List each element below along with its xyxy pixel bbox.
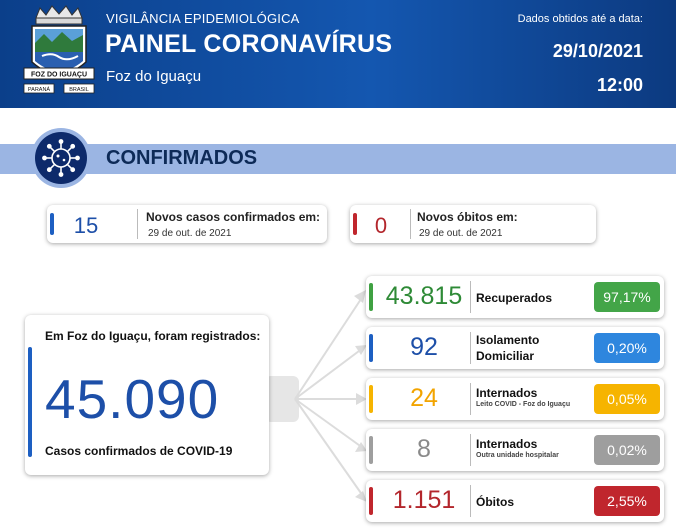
home-isolation-card: 92 Isolamento Domiciliar 0,20% [366, 327, 664, 369]
hospitalized-other-sublabel: Outra unidade hospitalar [476, 452, 559, 459]
accent-bar [369, 487, 373, 515]
recovered-card: 43.815 Recuperados 97,17% [366, 276, 664, 318]
new-cases-label: Novos casos confirmados em: [146, 210, 321, 224]
connector-arrows [265, 290, 367, 502]
hospitalized-covid-card: 24 Internados Leito COVID - Foz do Iguaç… [366, 378, 664, 420]
divider [470, 485, 471, 517]
update-date: 29/10/2021 [552, 41, 643, 61]
deaths-label: Óbitos [476, 495, 514, 509]
home-isolation-value: 92 [410, 333, 438, 361]
deaths-value: 1.151 [392, 486, 456, 514]
home-isolation-label-line2: Domiciliar [476, 349, 535, 363]
recovered-label: Recuperados [476, 291, 553, 305]
logo-banner-text: FOZ DO IGUAÇU [31, 72, 87, 79]
accent-bar [369, 283, 373, 311]
new-deaths-date: 29 de out. de 2021 [419, 228, 503, 239]
new-deaths-value: 0 [374, 213, 388, 238]
hospitalized-other-label: Internados [476, 437, 538, 451]
new-deaths-accent-bar [353, 213, 357, 235]
deaths-card: 1.151 Óbitos 2,55% [366, 480, 664, 522]
divider [410, 209, 411, 239]
date-label: Dados obtidos até a data: [517, 13, 643, 25]
section-bar [0, 144, 676, 174]
divider [137, 209, 138, 239]
home-isolation-label: Isolamento [476, 333, 540, 347]
divider [470, 434, 471, 466]
hospitalized-covid-sublabel: Leito COVID - Foz do Iguaçu [476, 401, 571, 408]
hospitalized-covid-value: 24 [410, 384, 438, 412]
divider [470, 332, 471, 364]
accent-bar [369, 334, 373, 362]
accent-bar [369, 385, 373, 413]
accent-bar [369, 436, 373, 464]
hospitalized-other-value: 8 [417, 435, 431, 463]
header-subtitle: VIGILÂNCIA EPIDEMIOLÓGICA [106, 11, 300, 26]
hospitalized-other-card: 8 Internados Outra unidade hospitalar 0,… [366, 429, 664, 471]
hospitalized-covid-percent-badge: 0,05% [594, 384, 660, 414]
hospitalized-other-percent-badge: 0,02% [594, 435, 660, 465]
virus-icon [31, 128, 91, 188]
total-lead-text: Em Foz do Iguaçu, foram registrados: [45, 329, 261, 343]
home-isolation-percent-badge: 0,20% [594, 333, 660, 363]
new-cases-value: 15 [73, 213, 99, 238]
total-cases-value: 45.090 [45, 368, 220, 430]
new-cases-accent-bar [50, 213, 54, 235]
total-cases-card: Em Foz do Iguaçu, foram registrados: 45.… [25, 315, 269, 475]
page-title: PAINEL CORONAVÍRUS [105, 30, 393, 58]
city-name: Foz do Iguaçu [106, 68, 202, 85]
logo-left-text: PARANÁ [28, 86, 51, 93]
city-coat-of-arms-logo: FOZ DO IGUAÇU PARANÁ BRASIL [23, 5, 95, 94]
new-deaths-card: 0 Novos óbitos em: 29 de out. de 2021 [350, 205, 596, 243]
new-deaths-label: Novos óbitos em: [417, 210, 518, 224]
recovered-value: 43.815 [385, 282, 463, 310]
new-cases-date: 29 de out. de 2021 [148, 228, 232, 239]
update-time: 12:00 [596, 75, 643, 95]
header-banner: FOZ DO IGUAÇU PARANÁ BRASIL VIGILÂNCIA E… [0, 0, 676, 108]
section-title: CONFIRMADOS [106, 147, 258, 169]
divider [470, 281, 471, 313]
new-cases-card: 15 Novos casos confirmados em: 29 de out… [47, 205, 327, 243]
hospitalized-covid-label: Internados [476, 386, 538, 400]
divider [470, 383, 471, 415]
logo-right-text: BRASIL [69, 87, 89, 93]
total-footer-text: Casos confirmados de COVID-19 [45, 444, 233, 458]
total-accent-bar [28, 347, 32, 457]
deaths-percent-badge: 2,55% [594, 486, 660, 516]
recovered-percent-badge: 97,17% [594, 282, 660, 312]
